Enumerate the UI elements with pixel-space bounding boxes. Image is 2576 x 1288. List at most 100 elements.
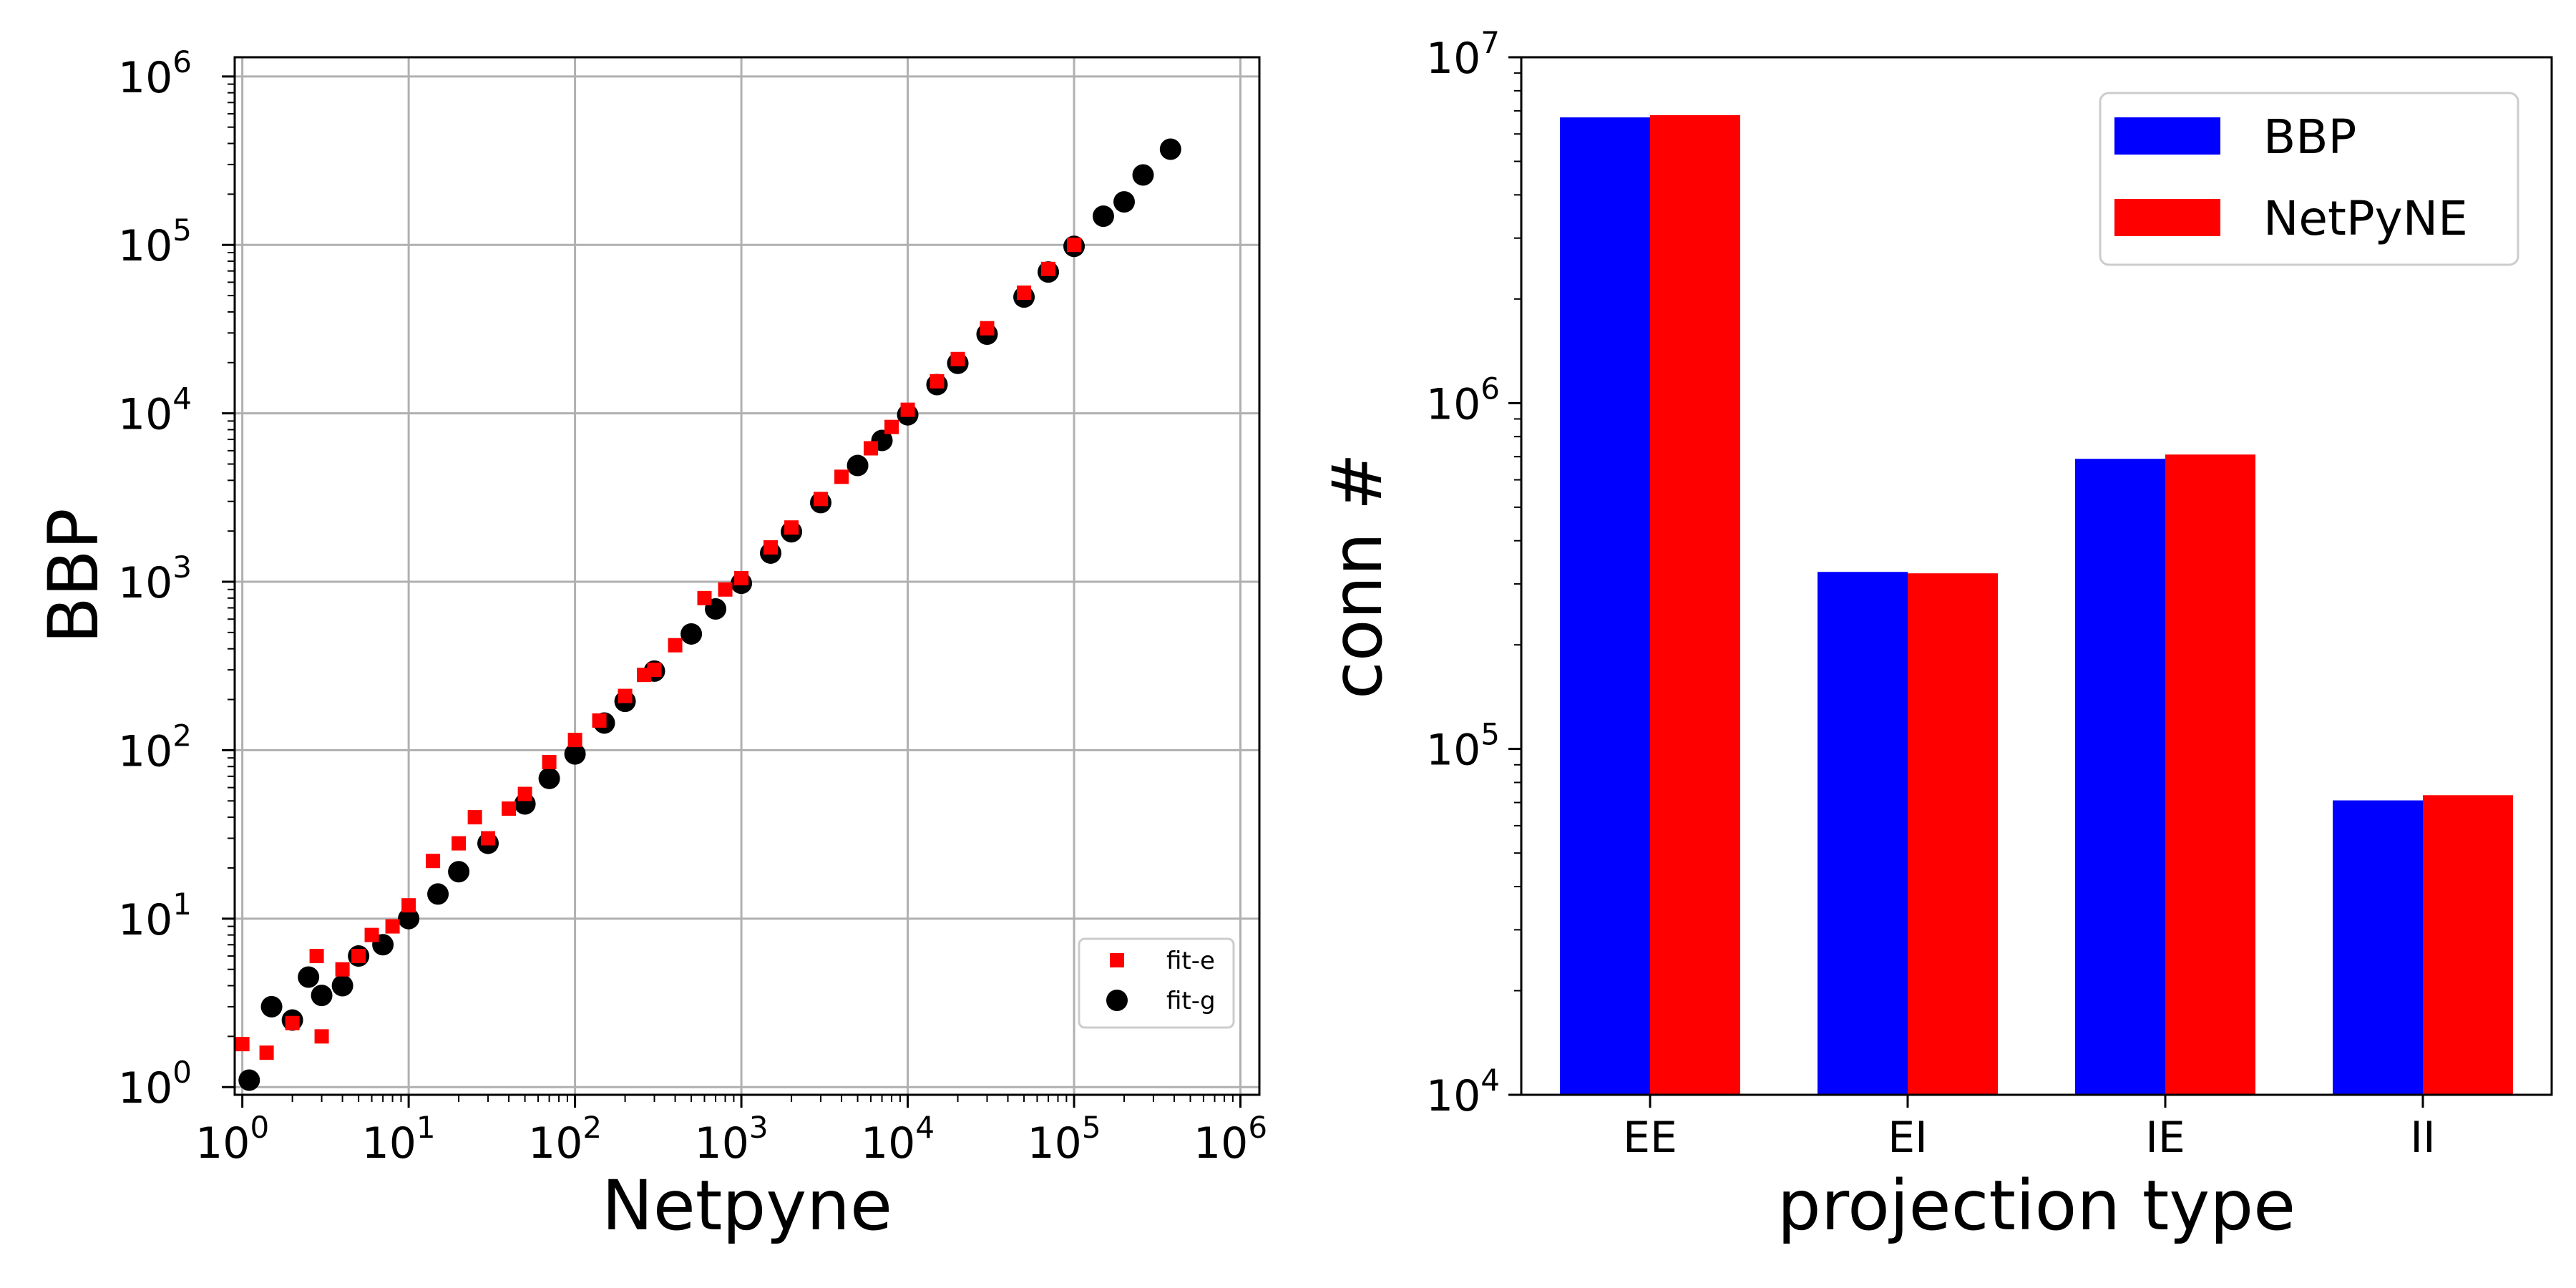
fit-e-point [364, 927, 379, 942]
fit-e-point [1067, 238, 1082, 253]
bar-category-label: II [2410, 1113, 2435, 1163]
fit-g-point [448, 861, 470, 883]
fit-e-point [618, 688, 633, 703]
scatter-tick-marks [222, 75, 1242, 1108]
scatter-x-tick-label: 105 [1027, 1110, 1101, 1169]
scatter-gridlines [235, 57, 1259, 1095]
bar-netpyne-ie [2165, 454, 2255, 1095]
fit-g-point [564, 743, 586, 765]
fit-e-point [401, 898, 416, 913]
scatter-x-tick-label: 101 [362, 1110, 436, 1169]
fit-g-point [398, 907, 420, 930]
bar-category-label: EE [1623, 1113, 1677, 1163]
fit-e-point [235, 1037, 250, 1052]
bar-category-label: EI [1888, 1113, 1928, 1163]
fit-e-point [697, 590, 712, 605]
bar-series-bars [1560, 114, 2513, 1096]
scatter-frame [233, 56, 1261, 1096]
fit-e-point [950, 351, 965, 366]
scatter-x-tick-label: 100 [195, 1110, 269, 1169]
bar-legend: BBP NetPyNE [2099, 92, 2519, 266]
bar-y-axis-label: conn # [1317, 453, 1397, 699]
fit-e-point [452, 836, 467, 851]
fit-e-point [763, 540, 779, 555]
scatter-x-tick-label: 104 [861, 1110, 935, 1169]
scatter-y-tick-label: 100 [118, 1055, 192, 1113]
scatter-y-tick-label: 101 [118, 887, 192, 945]
bar-bbp-ii [2333, 800, 2423, 1095]
legend-label-bbp: BBP [2263, 109, 2356, 165]
legend-swatch-netpyne [2114, 199, 2220, 236]
bar-x-axis-label: projection type [1777, 1166, 2296, 1246]
fit-e-point [884, 419, 899, 434]
fit-e-point [259, 1045, 274, 1060]
fit-e-point [1041, 261, 1056, 276]
scatter-x-tick-label: 102 [528, 1110, 602, 1169]
legend-marker-fit-g [1106, 990, 1128, 1011]
fit-e-point [335, 962, 350, 977]
scatter-y-tick-label: 106 [118, 44, 192, 103]
fit-g-point [331, 975, 353, 997]
fit-e-point [351, 949, 366, 964]
scatter-legend: fit-e fit-g [1078, 937, 1235, 1029]
bar-category-label: IE [2145, 1113, 2185, 1163]
fit-g-point [1132, 164, 1154, 186]
fit-e-point [502, 801, 517, 816]
scatter-points [235, 138, 1181, 1091]
fit-g-point [847, 454, 869, 477]
fit-g-point [538, 767, 560, 789]
fit-e-point [567, 733, 582, 748]
bar-netpyne-ei [1908, 573, 1998, 1095]
fit-e-point [647, 663, 662, 678]
fit-e-point [863, 441, 878, 456]
legend-label-fit-g: fit-g [1166, 987, 1216, 1015]
fit-e-point [834, 469, 849, 484]
bar-y-tick-label: 106 [1426, 371, 1500, 429]
fit-g-point [238, 1069, 260, 1091]
scatter-x-axis-label: Netpyne [602, 1166, 892, 1246]
fit-e-point [980, 321, 995, 336]
fit-e-point [592, 713, 607, 728]
fit-e-point [426, 854, 441, 869]
fit-e-point [542, 755, 557, 770]
scatter-y-tick-label: 102 [118, 718, 192, 776]
scatter-y-axis-label: BBP [34, 508, 114, 644]
fit-g-point [427, 883, 449, 905]
bar-tick-labels: EE EI IE II 104 105 106 107 [1426, 25, 2436, 1163]
bar-y-tick-label: 107 [1426, 25, 1500, 84]
fit-e-point [784, 520, 799, 535]
fit-e-point [309, 949, 324, 964]
fit-e-point [930, 374, 945, 389]
bar-bbp-ei [1818, 572, 1908, 1095]
legend-label-fit-e: fit-e [1166, 947, 1215, 975]
scatter-y-tick-label: 104 [118, 381, 192, 440]
bar-netpyne-ii [2423, 795, 2513, 1095]
fit-e-point [517, 786, 532, 801]
bar-y-tick-label: 105 [1426, 717, 1500, 776]
legend-swatch-bbp [2114, 117, 2220, 155]
bar-frame [1520, 56, 2553, 1096]
bar-tick-marks [1508, 56, 2424, 1108]
legend-marker-fit-e [1110, 953, 1124, 967]
fit-e-point [285, 1015, 300, 1030]
fit-e-point [734, 571, 749, 586]
bar-chart: EE EI IE II 104 105 106 107 projection type con… [1317, 25, 2553, 1246]
fit-g-point [260, 995, 283, 1018]
fit-e-point [467, 810, 482, 825]
fit-e-point [481, 831, 496, 846]
bar-bbp-ie [2075, 459, 2165, 1095]
scatter-x-tick-label: 106 [1194, 1110, 1267, 1169]
scatter-y-tick-label: 103 [118, 550, 192, 608]
fit-g-point [1113, 191, 1136, 213]
bar-netpyne-ee [1650, 114, 1740, 1096]
fit-e-point [900, 402, 915, 417]
fit-g-point [1092, 205, 1114, 228]
bar-y-tick-label: 104 [1426, 1063, 1500, 1121]
fit-g-point [1159, 138, 1181, 160]
scatter-y-tick-label: 105 [118, 213, 192, 271]
fit-e-point [813, 492, 828, 507]
fit-g-point [298, 966, 320, 988]
